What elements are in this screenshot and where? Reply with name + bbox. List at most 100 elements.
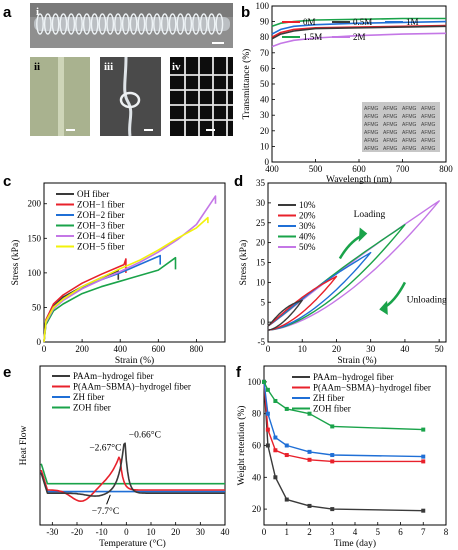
inset-text: AFMG xyxy=(364,138,379,144)
photo-i-coil-turn xyxy=(51,13,60,35)
y-tick-label: 100 xyxy=(256,1,270,11)
data-point xyxy=(262,379,266,384)
y-tick-label: 5 xyxy=(261,297,266,307)
data-point xyxy=(307,411,312,416)
series-ZOH-fiber xyxy=(40,463,225,485)
unloading-label: Unloading xyxy=(407,295,447,305)
panel-label-d: d xyxy=(234,173,243,190)
x-tick-label: 0 xyxy=(266,344,271,354)
y-tick-label: 15 xyxy=(256,258,266,268)
y-tick-label: 10 xyxy=(260,141,270,151)
series-ZOH−3-fiber xyxy=(43,256,177,343)
photo-i-fiber xyxy=(34,17,230,31)
photo-i-coil-turn xyxy=(153,13,161,35)
photo-i-coil-turn xyxy=(192,13,200,35)
data-point xyxy=(273,435,278,440)
inset-text: AFMG xyxy=(402,130,417,136)
series-ZOH−5-fiber xyxy=(43,216,209,343)
chart-e: -30 -20 -10 0 10 20 30 40 Temperature (°C) Heat F… xyxy=(19,365,231,549)
y-axis-label: Stress (kPa) xyxy=(10,240,21,286)
y-tick-label: 0 xyxy=(37,337,42,347)
loading-label: Loading xyxy=(354,210,386,220)
y-tick-label: 25 xyxy=(256,218,266,228)
data-point xyxy=(307,503,312,508)
legend-2M-label: 2M xyxy=(353,32,366,42)
panel-label-f: f xyxy=(236,364,242,381)
plot-frame xyxy=(43,182,226,343)
data-point xyxy=(273,398,278,403)
x-tick-label: 400 xyxy=(113,344,127,354)
inset-text: AFMG xyxy=(364,106,379,112)
inset-text: AFMG xyxy=(364,146,379,152)
legend-1M-label: 1M xyxy=(406,17,419,27)
data-point xyxy=(265,427,270,432)
y-axis-label: Weight retention (%) xyxy=(236,406,247,486)
series-1.5M xyxy=(271,17,446,28)
data-point xyxy=(421,454,426,459)
inset-background xyxy=(362,102,440,152)
inset-text: AFMG xyxy=(421,122,436,128)
annotation-arrow xyxy=(106,494,111,505)
x-axis-label: Strain (%) xyxy=(337,355,376,366)
x-tick-label: 200 xyxy=(75,344,89,354)
data-point xyxy=(284,406,289,411)
inset-text: AFMG xyxy=(383,146,398,152)
y-tick-label: 150 xyxy=(28,233,42,243)
photo-i-coil-turn xyxy=(90,13,99,35)
inset-text: AFMG xyxy=(383,130,398,136)
plot-frame xyxy=(39,365,226,526)
legend-ZOH−4-fiber-label: ZOH−4 fiber xyxy=(77,231,124,241)
photo-i-coil-turn xyxy=(59,13,68,35)
x-tick-label: 40 xyxy=(400,344,410,354)
photo-i-coil-turn xyxy=(199,13,208,35)
photo-iv-background xyxy=(170,57,233,136)
x-tick-label: 3 xyxy=(330,527,335,537)
x-tick-label: 20 xyxy=(171,527,181,537)
photo-i-coil-turn xyxy=(67,13,76,35)
y-tick-label: 100 xyxy=(28,268,42,278)
inset-text: AFMG xyxy=(402,106,417,112)
x-tick-label: 800 xyxy=(190,344,204,354)
photo-i-coil-turn xyxy=(75,13,83,35)
inset-text: AFMG xyxy=(421,146,436,152)
panel-label-c: c xyxy=(3,173,11,190)
y-tick-label: 70 xyxy=(260,48,270,58)
y-tick-label: 200 xyxy=(28,199,42,209)
x-tick-label: 40 xyxy=(221,527,231,537)
y-tick-label: 60 xyxy=(260,63,270,73)
inset-text: AFMG xyxy=(421,114,436,120)
scale-bar xyxy=(144,129,153,131)
legend-0M-label: 0M xyxy=(303,17,316,27)
photo-label-iv: iv xyxy=(172,61,181,73)
x-tick-label: 0 xyxy=(42,344,47,354)
y-tick-label: 80 xyxy=(252,409,262,419)
x-tick-label: -10 xyxy=(96,527,108,537)
photo-i-top-shade xyxy=(30,3,233,17)
y-tick-label: -5 xyxy=(258,337,266,347)
photo-i-coil-turn xyxy=(43,13,52,35)
x-tick-label: 0 xyxy=(262,527,267,537)
legend-series-0-label: PAAm−hydrogel fiber xyxy=(313,372,394,382)
y-tick-label: 20 xyxy=(252,504,262,514)
data-point xyxy=(265,443,270,448)
legend-0.5M-label: 0.5M xyxy=(353,17,372,27)
x-tick-label: 10 xyxy=(298,344,308,354)
photo-i-coil-turn xyxy=(129,13,138,35)
data-point xyxy=(265,387,270,392)
x-axis-label: Time (day) xyxy=(334,538,376,549)
data-point xyxy=(307,449,312,454)
y-tick-label: 20 xyxy=(256,238,266,248)
unloading-arrow-head xyxy=(379,300,388,315)
legend-50pct-label: 50% xyxy=(299,242,316,252)
inset-text: AFMG xyxy=(402,138,417,144)
y-axis-label: Transmittance (%) xyxy=(241,49,252,120)
y-axis-label: Stress (kPa) xyxy=(238,240,249,286)
panel-a-photos: iii iii iv xyxy=(30,3,233,137)
photo-i-coil-turn xyxy=(160,13,169,35)
legend-40pct-label: 40% xyxy=(299,232,316,242)
photo-i-coil-turn xyxy=(176,13,185,35)
x-tick-label: 7 xyxy=(421,527,426,537)
photo-i-coil-turn xyxy=(114,13,122,35)
photo-i-coil-turn xyxy=(36,13,44,35)
